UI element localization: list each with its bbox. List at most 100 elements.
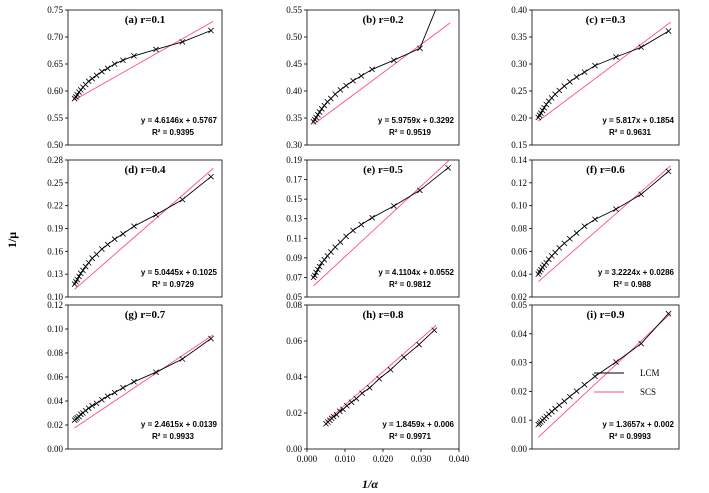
panel-8: 0.00 0.02 0.04 0.06 0.08 0.000 0.010 0.020 0.030… bbox=[286, 300, 469, 464]
data-point-marker bbox=[348, 399, 355, 406]
data-point-marker bbox=[104, 393, 111, 400]
data-point-marker bbox=[556, 87, 563, 94]
data-point-marker bbox=[98, 396, 105, 403]
regression-equation: y = 5.9759x + 0.3292 bbox=[378, 116, 455, 125]
y-tick-label: 0.02 bbox=[286, 408, 302, 418]
y-tick-label: 0.09 bbox=[286, 253, 302, 263]
data-point-marker bbox=[208, 335, 214, 342]
y-tick-label: 0.19 bbox=[47, 224, 63, 234]
data-point-marker bbox=[390, 57, 397, 64]
data-point-marker bbox=[311, 272, 318, 279]
data-point-marker bbox=[89, 402, 96, 409]
data-point-marker bbox=[561, 398, 568, 405]
data-point-marker bbox=[552, 249, 558, 256]
y-tick-label: 0.04 bbox=[511, 329, 527, 339]
data-point-marker bbox=[343, 233, 349, 240]
y-tick-label: 0.45 bbox=[286, 59, 302, 69]
data-point-marker bbox=[208, 173, 214, 180]
legend-label-scs: SCS bbox=[640, 387, 656, 397]
y-tick-label: 0.13 bbox=[286, 214, 302, 224]
y-tick-label: 0.70 bbox=[47, 32, 63, 42]
y-tick-label: 0.28 bbox=[47, 155, 63, 165]
x-tick-label: 0.010 bbox=[335, 454, 356, 464]
data-point-marker bbox=[208, 27, 214, 34]
data-point-marker bbox=[417, 45, 423, 52]
y-tick-label: 0.01 bbox=[511, 415, 527, 425]
y-axis-label: 1/μ bbox=[5, 232, 19, 248]
data-point-marker bbox=[638, 44, 645, 51]
data-point-marker bbox=[541, 104, 548, 111]
y-tick-label: 0.75 bbox=[47, 5, 63, 15]
y-tick-label: 0.00 bbox=[47, 444, 63, 454]
data-point-marker bbox=[416, 341, 422, 348]
data-point-marker bbox=[358, 221, 365, 228]
data-point-marker bbox=[566, 78, 573, 85]
data-point-marker bbox=[89, 255, 96, 262]
data-point-marker bbox=[93, 400, 100, 407]
y-tick-label: 0.50 bbox=[47, 140, 63, 150]
panel-title: (a) r=0.1 bbox=[125, 14, 165, 26]
panel-3: 0.15 0.20 0.25 0.30 0.35 0.40 (c) r=0.3 y = 5.8… bbox=[511, 5, 680, 150]
panel-9: 0.00 0.01 0.02 0.03 0.04 0.05 (i) r=0.9 y = 1.3… bbox=[511, 300, 680, 454]
x-tick-label: 0.000 bbox=[297, 454, 318, 464]
data-point-marker bbox=[566, 393, 573, 400]
data-point-marker bbox=[179, 196, 186, 203]
data-point-marker bbox=[111, 236, 118, 243]
y-tick-label: 0.55 bbox=[47, 113, 63, 123]
y-tick-label: 0.55 bbox=[286, 5, 302, 15]
data-point-marker bbox=[314, 266, 321, 273]
y-tick-label: 0.06 bbox=[47, 372, 63, 382]
data-point-marker bbox=[93, 251, 100, 258]
y-tick-label: 0.07 bbox=[286, 272, 302, 282]
y-tick-label: 0.08 bbox=[47, 348, 63, 358]
data-point-marker bbox=[376, 375, 383, 382]
panel-7: 0.00 0.02 0.04 0.06 0.08 0.10 0.12 (g) r=0.7 y =… bbox=[47, 300, 223, 454]
data-point-marker bbox=[561, 83, 568, 90]
data-point-marker bbox=[321, 256, 328, 263]
data-point-marker bbox=[332, 91, 339, 98]
data-point-marker bbox=[366, 384, 373, 391]
regression-equation: y = 4.6146x + 0.5767 bbox=[141, 116, 218, 125]
r-squared-label: R² = 0.9812 bbox=[389, 280, 432, 289]
y-tick-label: 0.35 bbox=[511, 32, 527, 42]
y-tick-label: 0.22 bbox=[47, 201, 63, 211]
data-point-marker bbox=[336, 408, 343, 415]
data-point-marker bbox=[82, 263, 89, 270]
data-point-marker bbox=[318, 105, 325, 112]
data-point-marker bbox=[321, 102, 328, 109]
y-tick-label: 0.10 bbox=[511, 201, 527, 211]
data-point-marker bbox=[539, 107, 546, 114]
y-tick-label: 0.13 bbox=[47, 269, 63, 279]
data-point-marker bbox=[131, 53, 137, 59]
panel-title: (g) r=0.7 bbox=[125, 309, 166, 321]
data-point-marker bbox=[573, 388, 580, 394]
plot-frame bbox=[306, 9, 460, 146]
data-point-marker bbox=[390, 203, 397, 209]
panel-6: 0.02 0.04 0.06 0.08 0.10 0.12 0.14 (f) r=0.6 y =… bbox=[511, 155, 680, 302]
y-tick-label: 0.08 bbox=[511, 224, 527, 234]
y-tick-label: 0.40 bbox=[286, 86, 302, 96]
data-point-marker bbox=[581, 381, 588, 388]
data-point-marker bbox=[153, 46, 159, 53]
data-point-marker bbox=[82, 407, 89, 414]
y-tick-label: 0.04 bbox=[511, 269, 527, 279]
legend: LCM SCS bbox=[594, 368, 660, 397]
data-point-marker bbox=[359, 390, 365, 397]
data-point-marker bbox=[85, 405, 92, 412]
data-point-marker bbox=[401, 354, 407, 361]
data-point-marker bbox=[76, 273, 82, 280]
data-point-marker bbox=[337, 239, 344, 246]
x-tick-label: 0.020 bbox=[373, 454, 394, 464]
plot-frame bbox=[306, 159, 460, 298]
data-point-marker bbox=[337, 87, 344, 93]
data-point-marker bbox=[85, 259, 92, 266]
y-tick-label: 0.20 bbox=[511, 113, 527, 123]
y-tick-label: 0.65 bbox=[47, 59, 63, 69]
data-point-marker bbox=[111, 389, 118, 396]
data-point-marker bbox=[179, 38, 186, 45]
data-point-marker bbox=[131, 223, 137, 230]
data-point-marker bbox=[613, 206, 619, 212]
data-point-marker bbox=[328, 249, 334, 255]
y-tick-label: 0.25 bbox=[511, 86, 527, 96]
